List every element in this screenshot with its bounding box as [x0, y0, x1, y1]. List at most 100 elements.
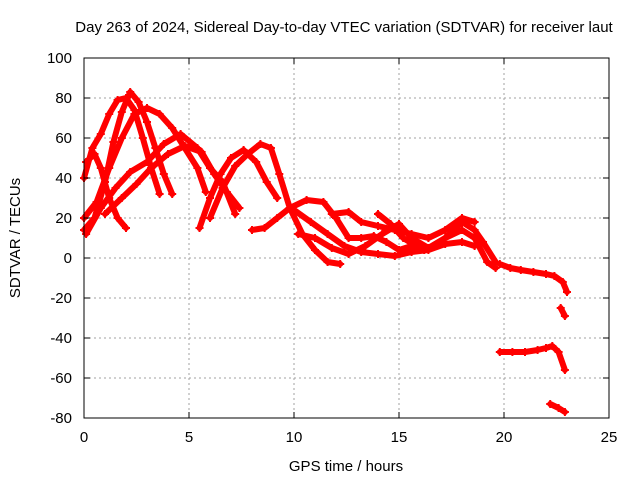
data-point [327, 244, 336, 252]
data-point [399, 234, 408, 242]
series-trace [83, 151, 129, 231]
data-point [201, 188, 210, 196]
data-point [344, 208, 353, 216]
data-point [159, 140, 168, 148]
data-point [554, 404, 563, 412]
data-point [311, 246, 319, 254]
plot-frame [83, 57, 610, 419]
series-trace [81, 95, 163, 197]
data-point [374, 210, 382, 218]
data-point [231, 162, 240, 170]
series-track-6 [82, 150, 130, 232]
data-point [542, 344, 550, 352]
data-point [275, 170, 284, 178]
data-point [105, 164, 114, 172]
chart-title: Day 263 of 2024, Sidereal Day-to-day VTE… [75, 19, 613, 36]
data-points [80, 88, 571, 416]
data-point [407, 248, 416, 256]
x-tick-label: 10 [286, 429, 303, 446]
data-point [193, 164, 202, 172]
data-point [495, 260, 504, 268]
data-point [273, 194, 282, 202]
data-point [327, 210, 336, 218]
data-point [113, 214, 122, 222]
data-point [319, 198, 328, 206]
data-point [109, 138, 118, 146]
x-tick-label: 0 [80, 429, 88, 446]
data-point [227, 154, 235, 162]
series-track-7 [195, 146, 282, 232]
data-point [117, 134, 126, 142]
data-point [168, 124, 177, 132]
data-point [206, 214, 214, 222]
data-point [458, 238, 466, 246]
data-point [378, 230, 387, 238]
data-point [206, 194, 214, 202]
series-track-15 [495, 342, 569, 374]
series-track-14 [495, 260, 571, 296]
data-point [266, 144, 275, 152]
data-point [126, 88, 135, 96]
data-point [216, 170, 225, 178]
data-point [424, 234, 433, 242]
y-tick-label: -40 [50, 330, 72, 347]
data-point [260, 224, 269, 232]
data-point [344, 250, 353, 258]
series-trace [102, 143, 243, 217]
data-point [556, 304, 565, 312]
data-point [506, 264, 515, 272]
data-point [529, 268, 538, 276]
series-track-17 [546, 400, 569, 416]
data-point [180, 142, 189, 150]
data-point [382, 238, 391, 246]
data-point [558, 278, 567, 286]
series-track-9 [248, 196, 441, 254]
data-point [168, 190, 177, 198]
data-point [357, 234, 366, 242]
data-point [126, 168, 135, 176]
data-point [138, 134, 147, 142]
x-tick-label: 15 [391, 429, 408, 446]
data-point [516, 266, 525, 274]
data-point [122, 224, 130, 232]
series-trace [207, 141, 344, 267]
data-point [197, 148, 206, 156]
data-point [132, 180, 141, 188]
data-point [361, 242, 370, 250]
y-tick-label: -60 [50, 370, 72, 387]
data-point [113, 96, 122, 104]
data-point [323, 258, 332, 266]
y-tick-label: 100 [47, 50, 72, 67]
data-point [218, 184, 227, 192]
data-point [458, 226, 466, 234]
data-point [390, 252, 399, 260]
data-point [273, 214, 282, 222]
data-point [164, 150, 172, 158]
data-point [294, 230, 303, 238]
data-point [533, 346, 542, 354]
data-point [548, 342, 557, 350]
series-track-13 [374, 210, 500, 266]
data-point [243, 150, 252, 158]
data-point [560, 312, 569, 320]
x-tick-label: 20 [496, 429, 513, 446]
data-point [560, 408, 569, 416]
y-tick-label: 40 [55, 170, 72, 187]
data-point [117, 194, 126, 202]
data-point [256, 140, 265, 148]
y-tick-label: 80 [55, 90, 72, 107]
data-point [105, 194, 114, 202]
data-point [290, 206, 298, 214]
x-axis-label: GPS time / hours [289, 458, 403, 475]
data-point [88, 144, 97, 152]
data-point [231, 210, 240, 218]
data-point [111, 184, 120, 192]
data-point [495, 348, 504, 356]
data-point [92, 198, 101, 206]
data-point [147, 164, 156, 172]
y-tick-label: 60 [55, 130, 72, 147]
data-point [130, 110, 139, 118]
data-point [96, 130, 105, 138]
data-point [311, 234, 319, 242]
